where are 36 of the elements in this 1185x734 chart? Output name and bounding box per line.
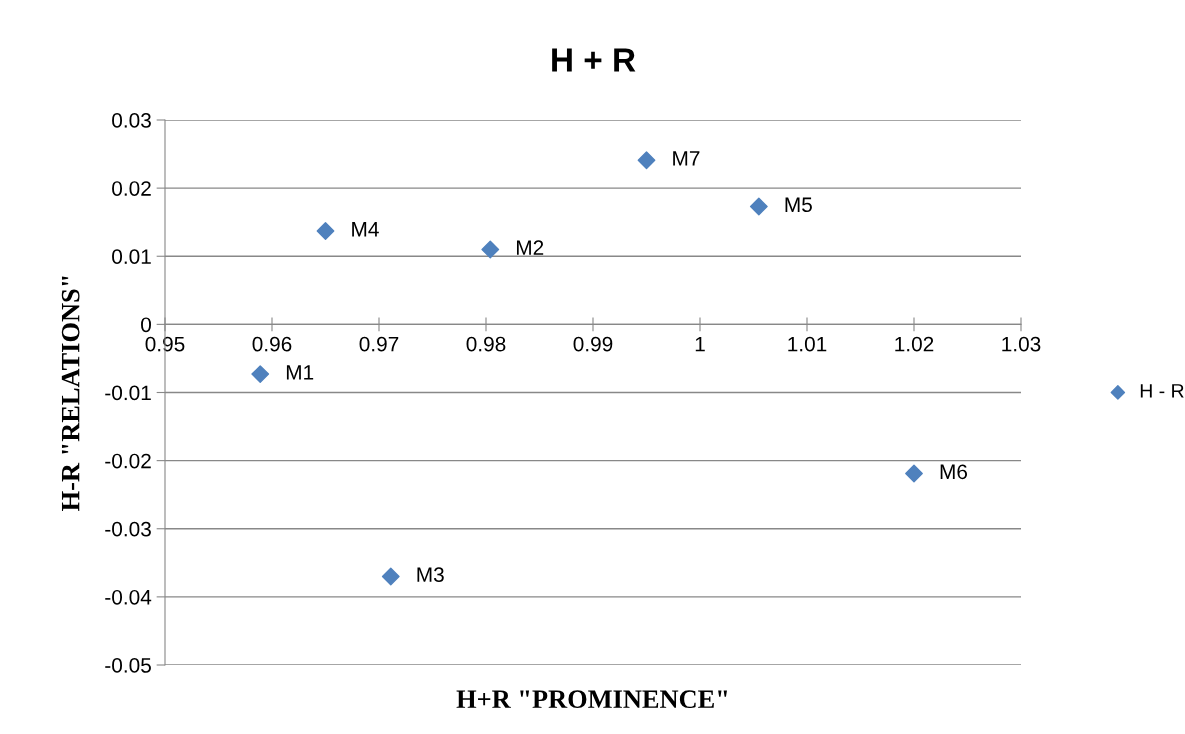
point <box>905 464 923 483</box>
x-axis-title: H+R "PROMINENCE" <box>456 690 727 709</box>
x-tick-label: 1.03 <box>1002 336 1041 352</box>
x-tick-label: 1.01 <box>788 336 827 352</box>
point <box>749 197 768 216</box>
y-tick-label: -0.02 <box>105 453 151 469</box>
annotation: M5 <box>785 197 812 213</box>
annotation: M6 <box>940 464 968 480</box>
annotation: M2 <box>516 240 544 255</box>
x-tick-label: 1 <box>695 336 705 352</box>
annotation: M4 <box>352 222 379 237</box>
x-tick-label: 0.96 <box>252 336 292 352</box>
y-tick-label: 0 <box>141 317 151 333</box>
y-tick-label: -0.04 <box>105 589 152 605</box>
legend-label: H - R <box>1140 384 1184 398</box>
point <box>251 365 270 384</box>
x-tick-label: 0.99 <box>573 336 613 352</box>
y-tick-label: 0.02 <box>112 181 151 196</box>
x-tick-label: 0.95 <box>145 336 185 352</box>
annotation: M3 <box>417 567 444 583</box>
annotation: M1 <box>286 365 314 380</box>
annotation: M7 <box>673 151 700 166</box>
chart-title: H + R <box>552 48 636 72</box>
x-tick-label: 1.02 <box>895 336 934 352</box>
x-tick-label: 0.97 <box>359 336 399 352</box>
y-tick-label: 0.01 <box>112 249 151 264</box>
point <box>637 151 656 170</box>
y-tick-label: -0.05 <box>105 658 151 673</box>
y-tick-label: 0.03 <box>112 113 151 128</box>
x-tick-label: 0.98 <box>466 336 506 352</box>
point <box>381 567 400 586</box>
y-tick-label: -0.01 <box>105 385 151 401</box>
point <box>316 222 335 240</box>
y-axis-title: H-R "RELATIONS" <box>61 276 80 511</box>
y-tick-label: -0.03 <box>105 521 151 537</box>
point <box>481 240 500 259</box>
